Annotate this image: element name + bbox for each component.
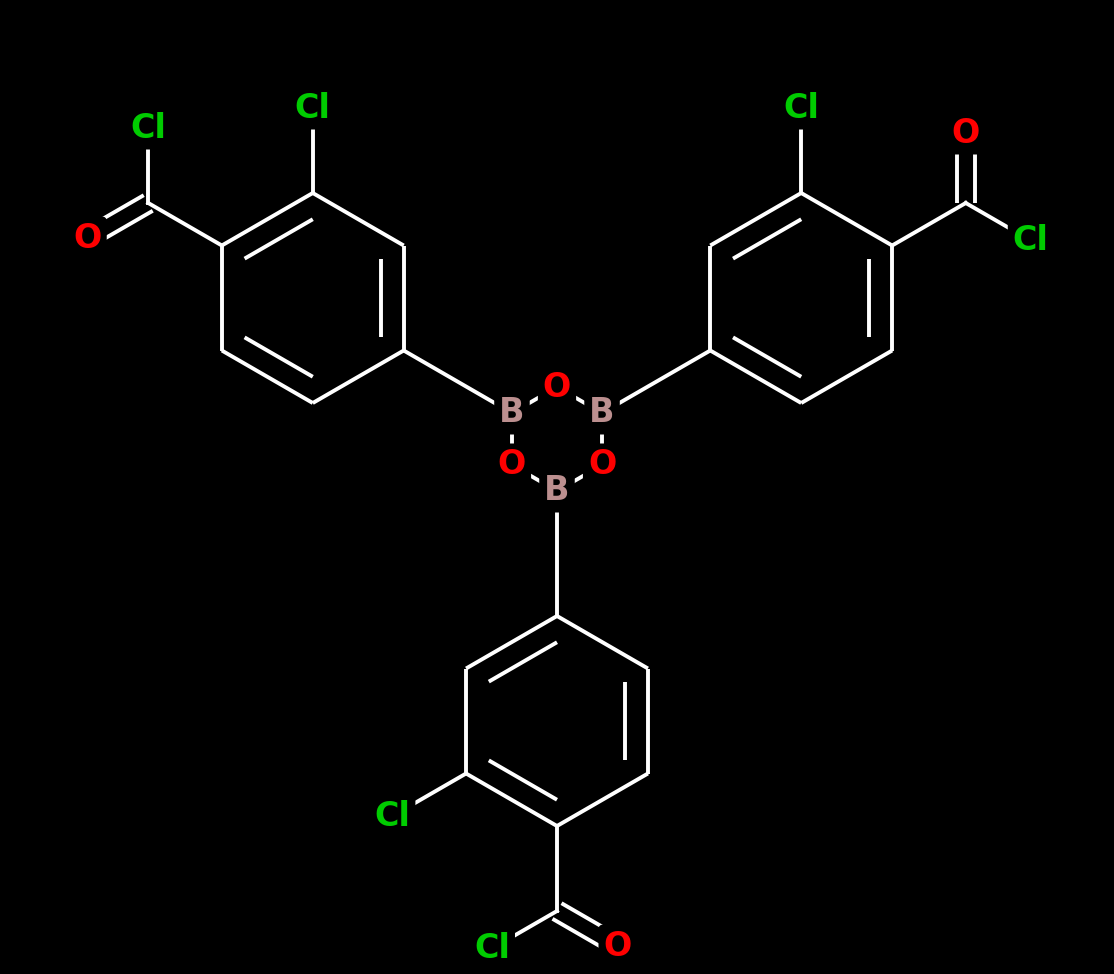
Text: O: O [74,221,101,254]
Text: O: O [498,448,526,481]
Text: O: O [588,448,616,481]
Text: B: B [545,474,569,507]
Text: O: O [951,117,980,149]
Text: Cl: Cl [1013,224,1048,257]
Text: Cl: Cl [783,92,819,125]
Text: Cl: Cl [295,92,331,125]
Text: B: B [589,396,615,430]
Text: B: B [499,396,525,430]
Text: O: O [604,929,632,962]
Text: Cl: Cl [475,932,510,965]
Text: Cl: Cl [374,800,410,833]
Text: O: O [543,370,571,403]
Text: Cl: Cl [130,111,166,144]
